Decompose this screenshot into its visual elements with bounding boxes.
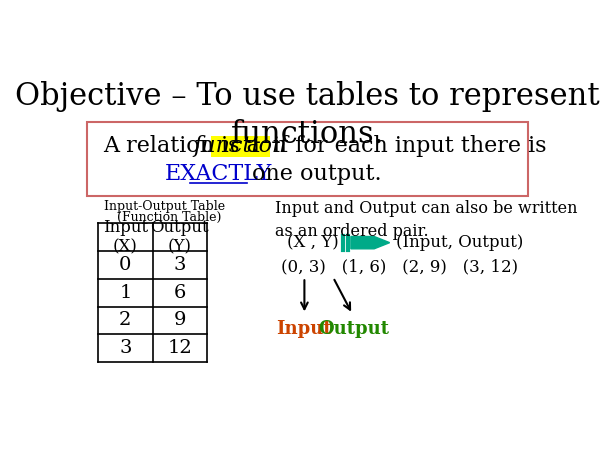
Text: Input: Input (277, 320, 332, 338)
Text: Input and Output can also be written
as an ordered pair.: Input and Output can also be written as … (275, 200, 577, 239)
Text: Objective – To use tables to represent
functions.: Objective – To use tables to represent f… (15, 81, 600, 150)
Text: 6: 6 (173, 284, 186, 302)
FancyBboxPatch shape (211, 135, 269, 157)
Text: function: function (193, 135, 287, 157)
Text: (X , Y): (X , Y) (287, 234, 338, 251)
Text: if for each input there is: if for each input there is (272, 135, 546, 157)
Text: (Function Table): (Function Table) (117, 211, 221, 224)
Text: one output.: one output. (252, 163, 382, 185)
Text: 3: 3 (119, 339, 131, 357)
Text: Input
(X): Input (X) (103, 219, 148, 256)
Text: 1: 1 (119, 284, 131, 302)
Text: Output: Output (319, 320, 389, 338)
Text: 0: 0 (119, 256, 131, 274)
Text: 9: 9 (173, 311, 186, 329)
Text: (Input, Output): (Input, Output) (396, 234, 523, 251)
Text: A relation is a: A relation is a (103, 135, 260, 157)
Text: 2: 2 (119, 311, 131, 329)
Text: EXACTLY: EXACTLY (164, 163, 272, 185)
Text: 12: 12 (167, 339, 192, 357)
Text: (0, 3)   (1, 6)   (2, 9)   (3, 12): (0, 3) (1, 6) (2, 9) (3, 12) (281, 259, 518, 276)
Text: Input-Output Table: Input-Output Table (104, 200, 226, 213)
FancyArrow shape (351, 237, 389, 249)
FancyBboxPatch shape (88, 122, 527, 196)
Text: Output
(Y): Output (Y) (151, 219, 209, 256)
Text: 3: 3 (173, 256, 186, 274)
